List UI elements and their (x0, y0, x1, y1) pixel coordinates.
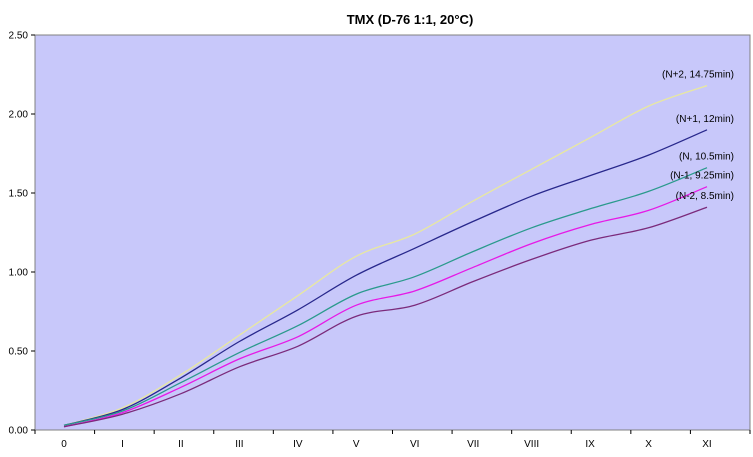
plot-area (34, 34, 751, 431)
y-tick-label: 0.50 (9, 347, 29, 358)
x-tick-label: X (645, 439, 652, 450)
series-label: (N+1, 12min) (676, 114, 734, 125)
x-tick-label: V (353, 439, 360, 450)
x-tick-label: III (235, 439, 243, 450)
axis-layer: 0.000.501.001.502.002.500 I II III IV V VI VII V… (9, 31, 751, 450)
series-label: (N, 10.5min) (679, 152, 734, 163)
series-line (63, 84, 708, 426)
y-tick-label: 2.50 (9, 31, 29, 42)
y-tick-label: 0.00 (9, 426, 29, 437)
x-tick-label: 0 (61, 439, 67, 450)
y-tick-label: 1.50 (9, 189, 29, 200)
x-tick-label: I (121, 439, 124, 450)
x-tick-label: VIII (524, 439, 539, 450)
x-tick-label: IV (293, 439, 303, 450)
series-line (63, 186, 708, 428)
x-tick-label: II (178, 439, 184, 450)
x-tick-label: VI (410, 439, 419, 450)
series-layer (63, 84, 708, 428)
chart-title: TMX (D-76 1:1, 20°C) (347, 12, 474, 27)
y-tick-label: 1.00 (9, 268, 29, 279)
series-line (63, 206, 708, 428)
series-label-layer: (N+2, 14.75min) (N+1, 12min) (N, 10.5min) (… (662, 70, 734, 203)
series-line (63, 129, 708, 426)
series-label: (N-1, 9.25min) (670, 171, 734, 182)
x-tick-label: XI (702, 439, 711, 450)
y-tick-label: 2.00 (9, 110, 29, 121)
x-tick-label: IX (585, 439, 595, 450)
series-line (63, 167, 708, 426)
series-label: (N-2, 8.5min) (676, 191, 734, 202)
series-label: (N+2, 14.75min) (662, 70, 734, 81)
x-tick-label: VII (467, 439, 479, 450)
